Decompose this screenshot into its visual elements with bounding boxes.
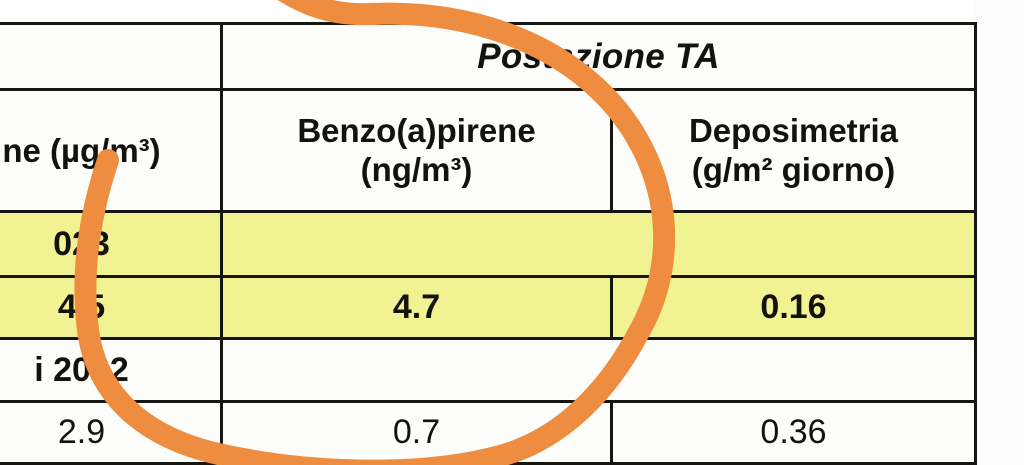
table-row-station: Postazione TA: [0, 22, 978, 91]
column-header-col1: ne (µg/m³): [0, 88, 223, 213]
year-label-2023: 023: [0, 210, 223, 278]
cell-empty-topleft: [0, 22, 223, 91]
column-header-deposimetria-line2: (g/m² giorno): [691, 150, 896, 188]
column-header-benzoapirene-line1: Benzo(a)pirene: [297, 111, 536, 149]
paper-right-margin: [974, 0, 1024, 465]
measurements-table: Postazione TA ne (µg/m³) Benzo(a)pirene …: [0, 22, 978, 465]
year-label-2012-span: [219, 337, 978, 403]
data-2023-deposimetria: 0.16: [609, 275, 978, 340]
table-row-data-2023: 4.5 4.7 0.16: [0, 275, 978, 340]
column-header-benzoapirene: Benzo(a)pirene (ng/m³): [220, 88, 613, 213]
table-row-header: ne (µg/m³) Benzo(a)pirene (ng/m³) Deposi…: [0, 88, 978, 213]
year-label-2023-span: [219, 210, 978, 278]
data-2023-col1: 4.5: [0, 275, 223, 340]
data-2023-benzoapirene: 4.7: [220, 275, 613, 340]
column-header-benzoapirene-line2: (ng/m³): [360, 150, 473, 188]
table-row-year-2012-label: i 2012: [0, 337, 978, 403]
data-2012-benzoapirene: 0.7: [220, 400, 613, 465]
table-row-year-2023-label: 023: [0, 210, 978, 278]
column-header-deposimetria: Deposimetria (g/m² giorno): [609, 88, 978, 213]
data-2012-col1: 2.9: [0, 400, 223, 465]
paper-top-margin: [0, 0, 1024, 22]
table-row-data-2012: 2.9 0.7 0.36: [0, 400, 978, 465]
station-header: Postazione TA: [219, 22, 978, 91]
data-2012-deposimetria: 0.36: [609, 400, 978, 465]
column-header-deposimetria-line1: Deposimetria: [688, 111, 899, 149]
year-label-2012: i 2012: [0, 337, 223, 403]
